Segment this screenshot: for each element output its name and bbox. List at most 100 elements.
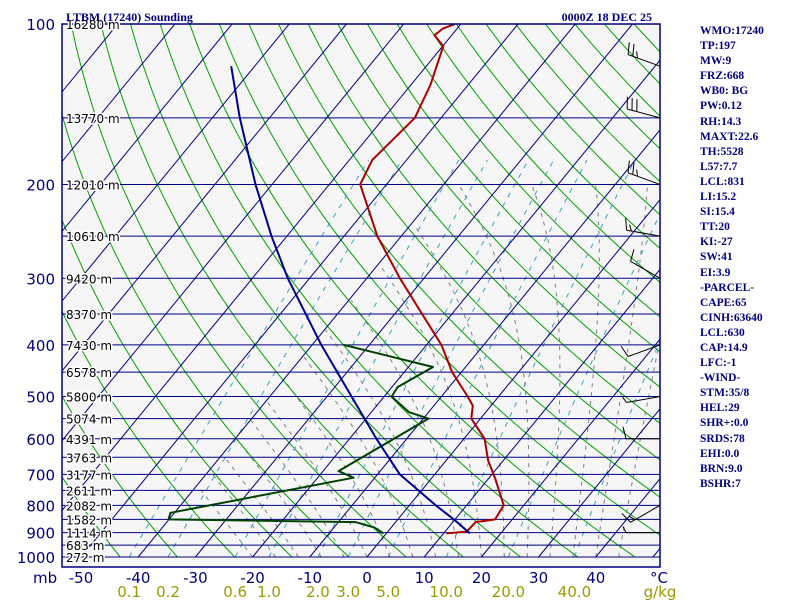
wind-barb-feather xyxy=(636,51,638,59)
wind-barb-staff xyxy=(627,54,661,67)
index-item: SI:15.4 xyxy=(700,206,735,219)
index-item: SRDS:78 xyxy=(700,432,745,445)
height-label: 2082 m xyxy=(66,499,112,513)
height-label: 272 m xyxy=(66,551,104,565)
height-label: 1114 m xyxy=(66,527,112,541)
index-item: PW:0.12 xyxy=(700,100,742,113)
wind-barb-feather xyxy=(627,42,630,55)
pressure-tick-label: 200 xyxy=(26,176,55,194)
wind-barb xyxy=(626,96,661,119)
moist-adiabat xyxy=(302,355,414,558)
moist-adiabat xyxy=(209,470,276,558)
pressure-tick-label: 400 xyxy=(26,337,55,355)
pressure-unit-label: mb xyxy=(33,569,57,587)
mixing-ratio-label: 0.1 xyxy=(117,583,141,600)
index-item: -WIND- xyxy=(700,372,741,385)
height-label: 12010 m xyxy=(66,178,120,192)
height-label: 4391 m xyxy=(66,433,112,447)
index-item: EI:3.9 xyxy=(700,266,731,279)
temperature-tick-label: -40 xyxy=(126,569,151,587)
pressure-tick-label: 1000 xyxy=(17,549,55,567)
wind-barb-feather xyxy=(622,426,627,439)
index-item: RH:14.3 xyxy=(700,115,742,128)
wind-barb-staff xyxy=(627,108,661,119)
index-item: MAXT:22.6 xyxy=(700,130,759,143)
pressure-tick-label: 300 xyxy=(26,270,55,288)
temperature-line xyxy=(359,24,505,535)
height-label: 3177 m xyxy=(66,468,112,482)
index-item: TH:5528 xyxy=(700,145,744,158)
mixing-ratio-label: 5.0 xyxy=(376,583,400,600)
index-item: BRN:9.0 xyxy=(700,462,743,475)
wind-barb xyxy=(621,504,661,523)
height-label: 8370 m xyxy=(66,308,112,322)
height-label: 6578 m xyxy=(66,366,112,380)
mixing-ratio-label: 2.0 xyxy=(306,583,330,600)
index-item: WMO:17240 xyxy=(700,25,764,37)
index-item: LCL:630 xyxy=(700,326,745,339)
wind-barb-feather xyxy=(632,162,635,175)
index-item: LCL:831 xyxy=(700,175,745,188)
mixing-ratio-line xyxy=(574,339,660,558)
isotherm xyxy=(62,24,176,163)
mixing-ratio-line xyxy=(507,212,660,558)
index-item: KI:-27 xyxy=(700,236,733,249)
parcel-line xyxy=(230,66,471,535)
index-item: HEL:29 xyxy=(700,402,740,415)
plot-frame xyxy=(61,23,661,568)
wind-barb-staff xyxy=(627,172,661,185)
moist-adiabat xyxy=(250,420,345,558)
wind-barb-feather xyxy=(625,217,628,231)
temperature-unit-label: °C xyxy=(650,569,668,587)
index-item: LFC:-1 xyxy=(700,357,737,370)
isotherm xyxy=(423,268,660,558)
height-label: 13770 m xyxy=(66,112,120,126)
index-item: TP:197 xyxy=(700,40,736,53)
chart-title: LTBM (17240) Sounding xyxy=(66,10,193,24)
index-item: LI:15.2 xyxy=(700,191,737,204)
wind-barb-feather xyxy=(636,169,638,177)
index-item: FRZ:668 xyxy=(700,70,745,83)
isotherm xyxy=(366,198,660,558)
wind-barb-feather xyxy=(622,396,627,403)
height-label: 9420 m xyxy=(66,272,112,286)
moist-adiabat xyxy=(236,438,322,558)
mixing-ratio-line xyxy=(128,159,370,558)
isotherm xyxy=(481,338,660,558)
wind-barb-feather xyxy=(627,160,630,173)
moist-adiabat xyxy=(325,329,437,558)
index-item: EHI:0.0 xyxy=(700,447,740,460)
wind-barb xyxy=(630,249,661,279)
moist-adiabat xyxy=(414,226,505,557)
index-item: MW:9 xyxy=(700,55,732,68)
wind-barb xyxy=(622,526,660,534)
temperature-tick-label: -30 xyxy=(183,569,208,587)
height-label: 5800 m xyxy=(66,391,112,405)
mixing-ratio-line xyxy=(167,159,403,558)
temperature-tick-label: 30 xyxy=(529,569,548,587)
temperature-tick-label: -10 xyxy=(298,569,323,587)
isotherm xyxy=(62,24,405,442)
temperature-tick-label: -20 xyxy=(240,569,265,587)
wind-barb xyxy=(627,42,661,67)
moist-adiabat xyxy=(197,485,254,558)
index-item: -PARCEL- xyxy=(700,281,755,294)
wind-barb-staff xyxy=(627,344,661,357)
isotherm xyxy=(62,24,290,302)
index-item: BSHR:7 xyxy=(700,477,741,490)
isotherm xyxy=(195,24,633,558)
temperature-tick-label: 10 xyxy=(415,569,434,587)
moist-adiabat xyxy=(380,266,482,558)
isotherm xyxy=(62,24,462,512)
isotherm xyxy=(137,24,576,558)
dewpoint-line xyxy=(167,343,434,535)
wind-barb-feather xyxy=(620,345,629,357)
index-item: STM:35/8 xyxy=(700,387,750,400)
isotherm xyxy=(80,24,519,558)
temperature-tick-label: 40 xyxy=(586,569,605,587)
height-label: 5074 m xyxy=(66,413,112,427)
mixing-ratio-line xyxy=(387,159,588,558)
wind-barb-staff xyxy=(630,260,661,279)
height-label: 16280 m xyxy=(66,18,120,32)
